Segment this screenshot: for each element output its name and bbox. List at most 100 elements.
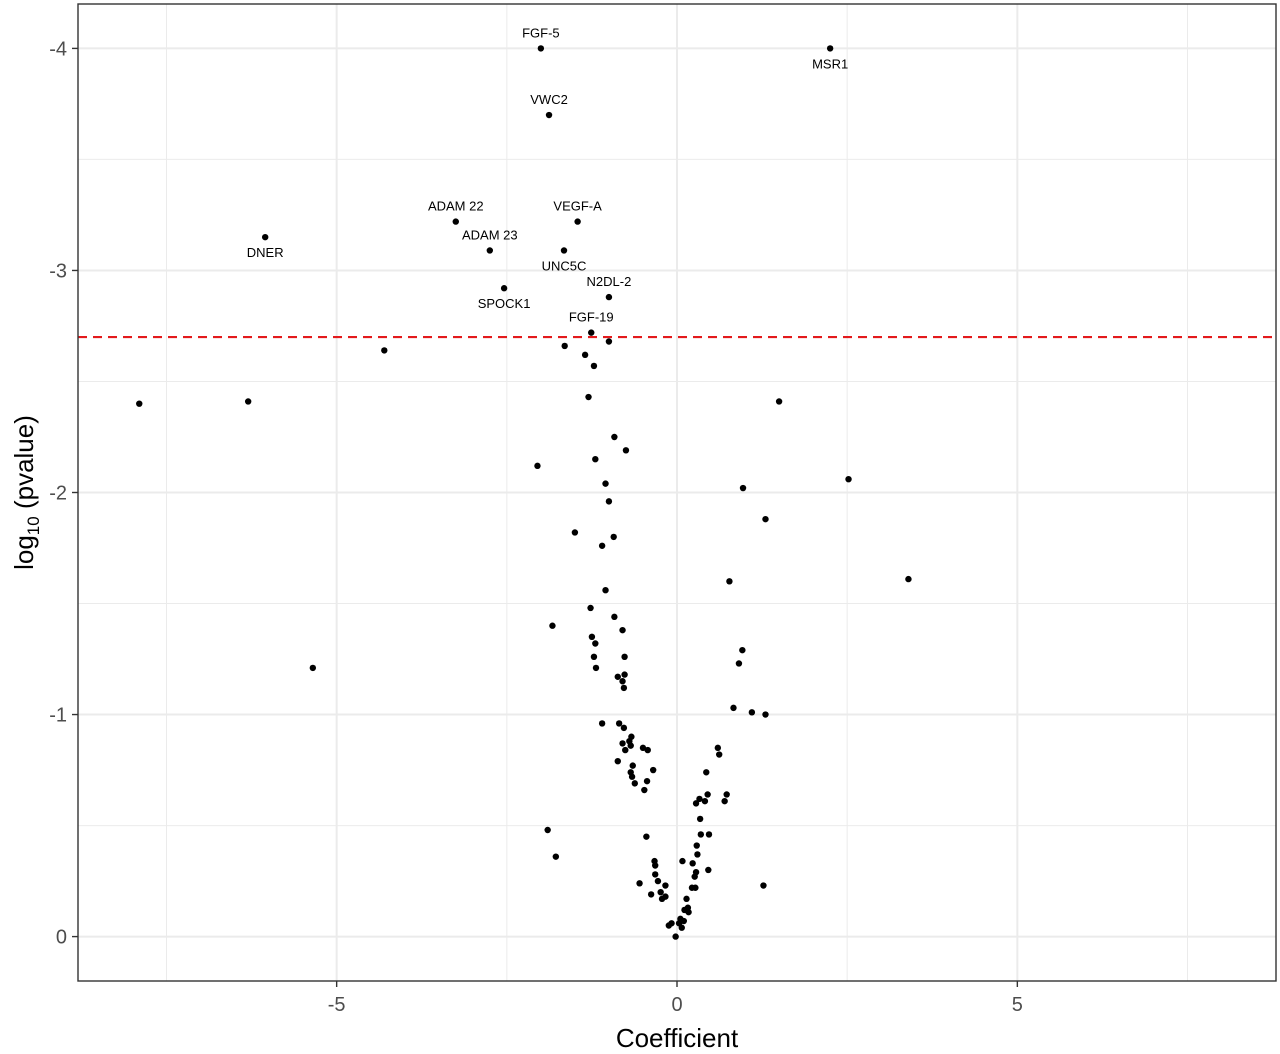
data-point (701, 797, 709, 805)
data-point (693, 842, 700, 849)
y-tick-label: -4 (49, 38, 67, 60)
data-point (679, 857, 686, 865)
data-point (614, 757, 621, 765)
data-point (620, 724, 628, 732)
data-point (652, 862, 659, 869)
data-point (680, 917, 688, 925)
data-point (590, 362, 598, 370)
data-point (735, 660, 743, 667)
data-point (694, 851, 701, 858)
data-point (748, 709, 756, 716)
grid-layer (78, 4, 1276, 981)
point-label: FGF-5 (522, 25, 560, 40)
data-point (534, 462, 541, 470)
point-label: UNC5C (542, 258, 587, 273)
data-point (703, 769, 710, 776)
data-point (588, 633, 596, 641)
point-label: SPOCK1 (478, 296, 531, 311)
data-point (620, 684, 628, 692)
data-point (622, 447, 630, 454)
point-label: MSR1 (812, 56, 848, 71)
data-point (723, 791, 730, 798)
x-tick-label: 0 (671, 994, 682, 1016)
data-point (605, 498, 613, 505)
data-point (692, 800, 700, 807)
data-point (581, 351, 589, 359)
data-point (571, 529, 579, 536)
labeled-data-point (605, 293, 613, 301)
data-point (775, 398, 783, 405)
point-label: ADAM 23 (462, 227, 518, 242)
data-point (621, 671, 628, 678)
data-point (602, 587, 609, 594)
data-point (631, 780, 638, 787)
data-point (585, 393, 592, 401)
data-point (705, 866, 712, 874)
labels-layer: FGF-5 MSR1 VWC2 ADAM 22 VEGF-A DNER ADAM 23 UNC… (247, 25, 848, 324)
point-label: DNER (247, 245, 284, 260)
data-point (627, 742, 634, 749)
data-point (739, 646, 746, 654)
data-point (845, 475, 852, 483)
data-point (598, 542, 606, 549)
data-point (726, 578, 733, 585)
data-point (614, 673, 621, 680)
x-tick-label: -5 (328, 994, 346, 1016)
data-point (762, 515, 769, 523)
data-point (587, 604, 594, 612)
data-point (705, 831, 713, 838)
data-point (691, 873, 698, 880)
data-point (652, 871, 659, 878)
data-point (610, 533, 617, 541)
data-point (672, 933, 679, 940)
data-point (381, 347, 388, 354)
data-point (647, 891, 655, 898)
data-point (704, 791, 711, 798)
labeled-data-point (826, 45, 834, 52)
data-point (244, 398, 252, 405)
point-label: FGF-19 (569, 310, 614, 325)
y-axis-title: log10 (pvalue) (9, 415, 43, 570)
data-point (602, 480, 609, 487)
data-point (544, 826, 551, 834)
point-label: N2DL-2 (587, 274, 632, 289)
data-point (678, 924, 685, 931)
data-point (685, 908, 692, 916)
data-point (641, 786, 648, 794)
data-point (697, 831, 705, 838)
data-point (309, 664, 317, 672)
data-point (696, 815, 704, 823)
data-point (644, 746, 651, 754)
data-point (665, 922, 673, 929)
data-point (683, 895, 690, 903)
data-point (657, 888, 664, 896)
point-label: VEGF-A (553, 199, 602, 214)
data-point (592, 455, 599, 463)
labeled-data-point (452, 218, 459, 225)
point-label: VWC2 (530, 92, 568, 107)
labeled-data-point (588, 329, 595, 336)
data-point (621, 653, 628, 661)
data-point (592, 640, 599, 647)
x-axis-title: Coefficient (616, 1023, 739, 1049)
data-point (619, 740, 626, 747)
data-point (611, 433, 618, 441)
data-point (714, 744, 722, 752)
data-point (611, 613, 618, 621)
y-tick-label: -2 (49, 483, 67, 505)
data-point (654, 877, 662, 885)
labeled-data-point (486, 247, 494, 254)
data-point (721, 797, 728, 805)
labeled-data-point (545, 111, 553, 119)
labeled-data-point (574, 218, 581, 225)
data-point (136, 400, 143, 407)
data-point (662, 882, 669, 889)
points-layer (136, 45, 912, 940)
y-axis-title-subscript: 10 (24, 516, 43, 535)
data-point (605, 338, 613, 345)
data-point (762, 711, 769, 718)
data-point (905, 575, 912, 583)
y-axis-title-suffix: (pvalue) (9, 415, 39, 516)
